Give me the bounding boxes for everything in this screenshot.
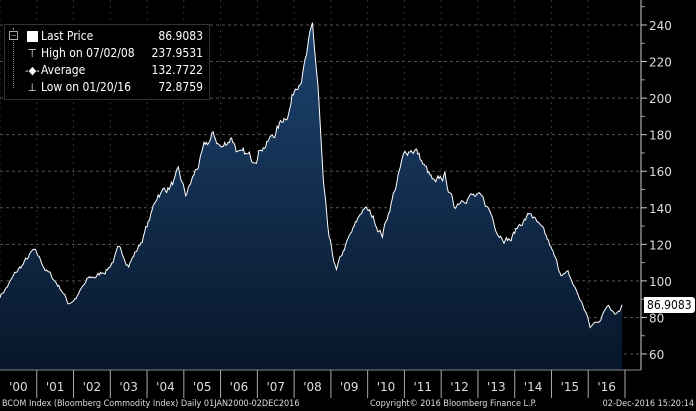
y-tick-label: 100 <box>649 275 672 289</box>
x-tick-label: '12 <box>450 380 469 394</box>
legend-value: 86.9083 <box>158 29 203 43</box>
footer-copyright: Copyright© 2016 Bloomberg Finance L.P. <box>370 399 537 409</box>
legend-low: ⊥ Low on 01/20/16 72.8759 <box>5 79 209 96</box>
legend-label: Last Price <box>41 29 94 43</box>
legend-high: ⊤ High on 07/02/08 237.9531 <box>5 45 209 62</box>
legend-label: Low on 01/20/16 <box>41 80 132 94</box>
x-tick-label: '10 <box>377 380 396 394</box>
x-tick-label: '00 <box>9 380 28 394</box>
legend-value: 72.8759 <box>158 80 203 94</box>
x-tick-label: '05 <box>193 380 212 394</box>
y-tick-label: 240 <box>649 19 672 33</box>
x-tick-label: '02 <box>83 380 102 394</box>
y-tick-label: 120 <box>649 238 672 252</box>
high-marker-icon: ⊤ <box>27 47 37 60</box>
y-tick-label: 140 <box>649 202 672 216</box>
y-tick-label: 200 <box>649 92 672 106</box>
legend-value: 132.7722 <box>151 63 204 77</box>
x-tick-label: '09 <box>340 380 359 394</box>
x-tick-label: '01 <box>46 380 65 394</box>
legend-average: -◆- Average 132.7722 <box>5 62 209 79</box>
x-tick-label: '03 <box>119 380 138 394</box>
x-tick-label: '07 <box>266 380 285 394</box>
legend-last-price: Last Price 86.9083 <box>5 28 209 45</box>
legend-label: Average <box>41 63 86 77</box>
average-marker-icon: -◆- <box>25 64 40 77</box>
legend-value: 237.9531 <box>151 46 204 60</box>
y-tick-label: 160 <box>649 165 672 179</box>
x-tick-label: '15 <box>561 380 580 394</box>
white-swatch-icon <box>27 31 38 42</box>
x-tick-label: '14 <box>524 380 543 394</box>
low-marker-icon: ⊥ <box>27 81 37 94</box>
x-tick-label: '06 <box>230 380 249 394</box>
x-tick-label: '16 <box>597 380 616 394</box>
collapse-icon[interactable]: − <box>9 31 18 40</box>
y-tick-label: 80 <box>649 311 664 325</box>
y-tick-label: 180 <box>649 129 672 143</box>
x-tick-label: '04 <box>156 380 175 394</box>
x-tick-label: '13 <box>487 380 506 394</box>
legend-tree-line <box>13 28 24 88</box>
x-tick-label: '11 <box>414 380 433 394</box>
footer-security: BCOM Index (Bloomberg Commodity Index) D… <box>2 399 300 409</box>
price-line <box>0 22 623 329</box>
y-tick-label: 60 <box>649 348 664 362</box>
legend-label: High on 07/02/08 <box>41 46 135 60</box>
legend: − Last Price 86.9083 ⊤ High on 07/02/08 … <box>4 24 210 100</box>
y-tick-label: 220 <box>649 56 672 70</box>
last-price-tag: 86.9083 <box>644 297 695 313</box>
price-area <box>0 22 623 370</box>
footer-timestamp: 02-Dec-2016 15:20:14 <box>602 399 694 409</box>
x-tick-label: '08 <box>303 380 322 394</box>
